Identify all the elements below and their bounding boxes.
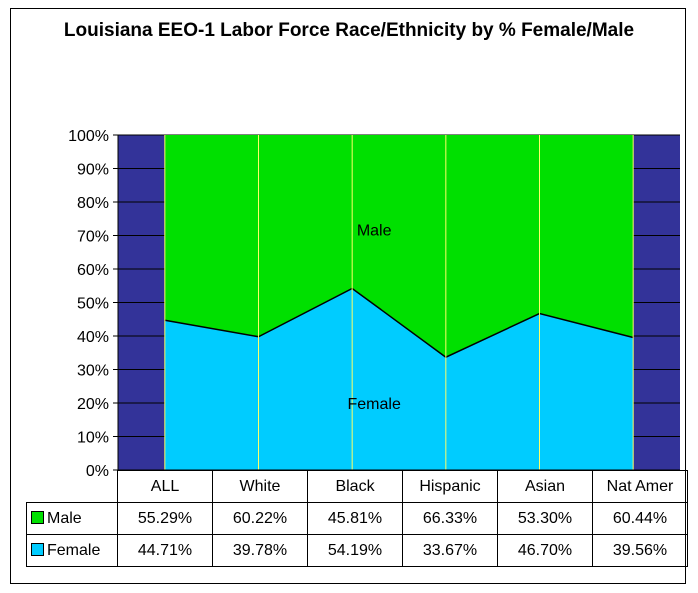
data-table: ALL White Black Hispanic Asian Nat Amer …	[26, 470, 688, 567]
y-tick-label-0: 0%	[86, 463, 109, 480]
legend-label-male: Male	[47, 509, 82, 527]
female-value-Asian: 46.70%	[497, 534, 593, 567]
y-tick-label-10: 100%	[68, 128, 109, 145]
y-tick-label-1: 10%	[77, 430, 109, 447]
y-tick-label-3: 30%	[77, 363, 109, 380]
y-tick-label-5: 50%	[77, 296, 109, 313]
female-value-Nat-Amer: 39.56%	[592, 534, 688, 567]
male-value-Hispanic: 66.33%	[402, 502, 498, 535]
male-swatch	[31, 510, 44, 524]
y-tick-label-7: 70%	[77, 229, 109, 246]
annotation-male: Male	[357, 223, 392, 240]
category-White: White	[212, 470, 308, 503]
category-Asian: Asian	[497, 470, 593, 503]
female-value-White: 39.78%	[212, 534, 308, 567]
y-tick-label-6: 60%	[77, 262, 109, 279]
chart-title: Louisiana EEO-1 Labor Force Race/Ethnici…	[0, 18, 698, 44]
y-tick-label-4: 40%	[77, 329, 109, 346]
category-Hispanic: Hispanic	[402, 470, 498, 503]
category-ALL: ALL	[117, 470, 213, 503]
legend-label-female: Female	[47, 541, 101, 559]
y-tick-label-2: 20%	[77, 396, 109, 413]
male-value-Asian: 53.30%	[497, 502, 593, 535]
category-Black: Black	[307, 470, 403, 503]
table-row-male: Male 55.29% 60.22% 45.81% 66.33% 53.30% …	[26, 502, 688, 535]
legend-entry-female: Female	[26, 534, 118, 567]
annotation-female: Female	[347, 396, 400, 413]
table-row-female: Female 44.71% 39.78% 54.19% 33.67% 46.70…	[26, 534, 688, 567]
table-header-row: ALL White Black Hispanic Asian Nat Amer	[27, 470, 688, 503]
female-value-Black: 54.19%	[307, 534, 403, 567]
male-value-White: 60.22%	[212, 502, 308, 535]
table-corner	[27, 471, 118, 503]
chart-title-text: Louisiana EEO-1 Labor Force Race/Ethnici…	[63, 20, 635, 41]
male-value-Nat-Amer: 60.44%	[592, 502, 688, 535]
male-area	[164, 135, 634, 358]
female-swatch	[31, 542, 44, 556]
female-male-boundary-line	[164, 287, 634, 359]
legend-entry-male: Male	[26, 502, 118, 535]
female-value-ALL: 44.71%	[117, 534, 213, 567]
male-value-ALL: 55.29%	[117, 502, 213, 535]
y-tick-label-8: 80%	[77, 195, 109, 212]
female-area	[164, 288, 634, 470]
category-Nat-Amer: Nat Amer	[592, 470, 688, 503]
y-tick-label-9: 90%	[77, 162, 109, 179]
female-value-Hispanic: 33.67%	[402, 534, 498, 567]
male-value-Black: 45.81%	[307, 502, 403, 535]
